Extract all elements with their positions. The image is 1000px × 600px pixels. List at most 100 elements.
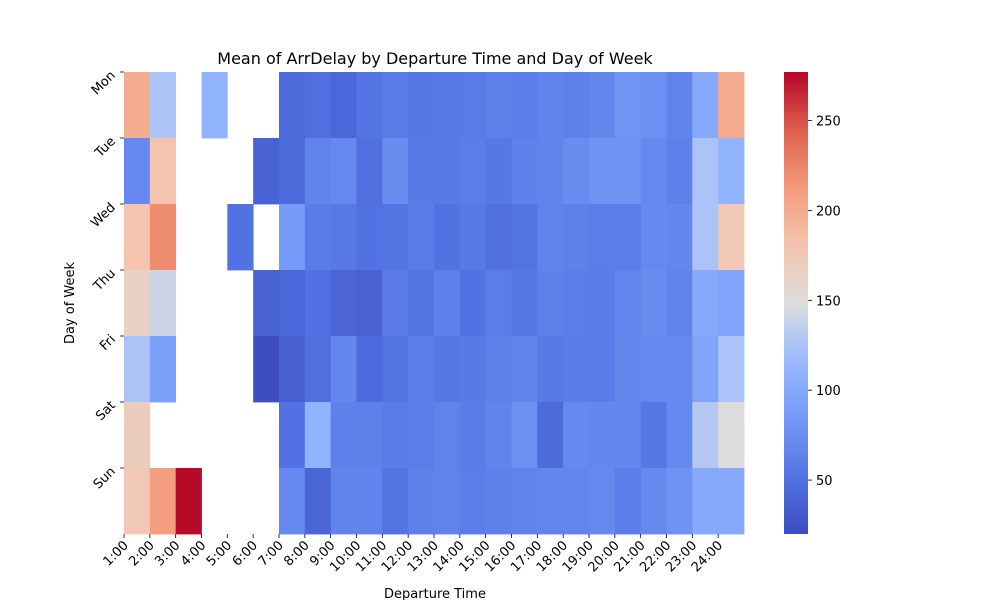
- x-tick-label: 8:00: [281, 538, 312, 569]
- heatmap-cell: [511, 402, 538, 469]
- heatmap-cell: [640, 270, 667, 337]
- heatmap-cell: [537, 468, 564, 535]
- heatmap-cell: [149, 72, 177, 139]
- heatmap-cell: [253, 336, 280, 403]
- heatmap-cell: [330, 270, 357, 337]
- heatmap-cell: [279, 270, 306, 337]
- heatmap-cell: [304, 204, 332, 271]
- heatmap-cell: [692, 468, 719, 535]
- heatmap-cell: [692, 72, 719, 139]
- heatmap-cell: [434, 138, 461, 205]
- heatmap-cell: [511, 138, 538, 205]
- heatmap-cell: [304, 336, 332, 403]
- heatmap-cell: [485, 402, 512, 469]
- heatmap-cell: [640, 72, 667, 139]
- heatmap-cell: [408, 270, 435, 337]
- heatmap-cell: [563, 336, 590, 403]
- heatmap-cell: [408, 336, 435, 403]
- heatmap-cell: [408, 402, 435, 469]
- heatmap-cell: [459, 336, 487, 403]
- y-tick-label: Fri: [97, 332, 119, 354]
- heatmap-cell: [330, 336, 357, 403]
- heatmap-cell: [589, 336, 616, 403]
- heatmap-cell: [614, 138, 642, 205]
- colorbar-tick-label: 50: [816, 474, 833, 489]
- heatmap-cell: [614, 270, 642, 337]
- heatmap-cell: [718, 336, 745, 403]
- heatmap-cell: [124, 336, 151, 403]
- heatmap-cell: [666, 336, 693, 403]
- heatmap-cell: [511, 336, 538, 403]
- heatmap-cell: [614, 72, 642, 139]
- heatmap-cell: [485, 204, 512, 271]
- heatmap-cell: [356, 336, 383, 403]
- heatmap-cell: [175, 468, 202, 535]
- heatmap-cell: [692, 336, 719, 403]
- heatmap-cell: [718, 138, 745, 205]
- x-tick-label: 2:00: [126, 538, 157, 569]
- heatmap-cell: [537, 336, 564, 403]
- heatmap-cell: [356, 468, 383, 535]
- heatmap-cell: [640, 402, 667, 469]
- heatmap-cell: [537, 204, 564, 271]
- heatmap-cell: [511, 468, 538, 535]
- heatmap-cell: [279, 72, 306, 139]
- heatmap-cell: [149, 204, 177, 271]
- heatmap-cell: [563, 72, 590, 139]
- heatmap-cell: [124, 468, 151, 535]
- heatmap-cell: [149, 468, 177, 535]
- colorbar: [784, 72, 808, 534]
- heatmap-cell: [149, 138, 177, 205]
- heatmap-cell: [304, 468, 332, 535]
- heatmap-cell: [279, 336, 306, 403]
- heatmap-cell: [511, 72, 538, 139]
- heatmap-cell: [666, 72, 693, 139]
- y-axis-ticks: Mon Tue Wed Thu Fri Sat Sun: [88, 68, 124, 492]
- heatmap-cell: [356, 204, 383, 271]
- heatmap-cell: [459, 138, 487, 205]
- heatmap-cell: [304, 270, 332, 337]
- chart-title: Mean of ArrDelay by Departure Time and D…: [217, 49, 653, 68]
- heatmap-cell: [511, 270, 538, 337]
- heatmap-cell: [459, 270, 487, 337]
- x-axis-ticks: 1:002:003:004:005:006:007:008:009:0010:0…: [101, 534, 726, 575]
- heatmap-cell: [718, 468, 745, 535]
- heatmap-cell: [124, 138, 151, 205]
- heatmap-cell: [304, 138, 332, 205]
- heatmap-cell: [304, 72, 332, 139]
- heatmap-cell: [459, 204, 487, 271]
- heatmap-cell: [718, 270, 745, 337]
- heatmap-cell: [614, 336, 642, 403]
- y-tick-label: Tue: [92, 134, 119, 161]
- heatmap-cell: [330, 402, 357, 469]
- heatmap-cell: [640, 336, 667, 403]
- heatmap-cell: [692, 270, 719, 337]
- heatmap-cell: [563, 402, 590, 469]
- colorbar-tick-label: 150: [816, 294, 841, 309]
- heatmap-cell: [356, 402, 383, 469]
- heatmap-cell: [718, 72, 745, 139]
- heatmap-cell: [382, 270, 409, 337]
- heatmap-cell: [718, 204, 745, 271]
- heatmap-cell: [589, 138, 616, 205]
- heatmap-cell: [330, 204, 357, 271]
- x-tick-label: 6:00: [230, 538, 261, 569]
- heatmap-cell: [434, 402, 461, 469]
- heatmap-cell: [434, 72, 461, 139]
- y-tick-label: Mon: [89, 68, 119, 98]
- heatmap-cell: [253, 270, 280, 337]
- heatmap-cell: [692, 138, 719, 205]
- heatmap-cell: [356, 138, 383, 205]
- heatmap-cell: [640, 468, 667, 535]
- heatmap-cell: [614, 468, 642, 535]
- x-tick-label: 7:00: [256, 538, 287, 569]
- heatmap-cell: [666, 468, 693, 535]
- heatmap-cell: [382, 468, 409, 535]
- heatmap-cell: [666, 204, 693, 271]
- heatmap-cell: [382, 336, 409, 403]
- heatmap-cell: [434, 204, 461, 271]
- heatmap-cell: [330, 138, 357, 205]
- heatmap-cell: [330, 72, 357, 139]
- heatmap-cell: [382, 138, 409, 205]
- x-axis-label: Departure Time: [384, 587, 486, 600]
